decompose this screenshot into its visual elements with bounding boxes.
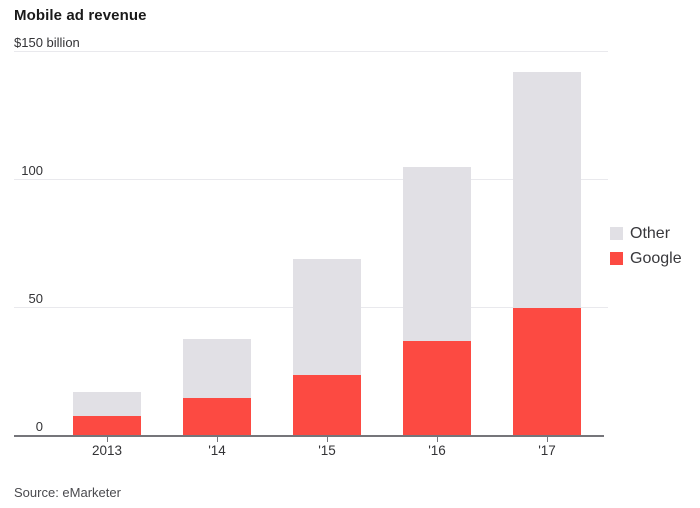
x-tick-label-17: '17 bbox=[538, 443, 556, 458]
x-tick-label-15: '15 bbox=[318, 443, 336, 458]
x-axis-line bbox=[14, 435, 604, 437]
legend: Other Google bbox=[610, 221, 682, 271]
legend-item-other: Other bbox=[610, 221, 682, 246]
x-axis-tick bbox=[217, 437, 218, 442]
bar-segment-google bbox=[73, 416, 141, 436]
bar-2013 bbox=[73, 392, 141, 436]
x-axis-tick bbox=[107, 437, 108, 442]
gridline-100 bbox=[14, 179, 608, 180]
x-tick-label-16: '16 bbox=[428, 443, 446, 458]
legend-swatch-google bbox=[610, 252, 623, 265]
bar-segment-other bbox=[403, 167, 471, 341]
bar-segment-google bbox=[183, 398, 251, 436]
bar-16 bbox=[403, 167, 471, 436]
gridline-150 bbox=[14, 51, 608, 52]
legend-swatch-other bbox=[610, 227, 623, 240]
bar-segment-other bbox=[293, 259, 361, 375]
bar-segment-google bbox=[403, 341, 471, 436]
bar-17 bbox=[513, 72, 581, 436]
bar-14 bbox=[183, 339, 251, 436]
bar-segment-other bbox=[183, 339, 251, 398]
bar-segment-other bbox=[513, 72, 581, 308]
x-tick-label-2013: 2013 bbox=[91, 443, 123, 458]
bar-segment-other bbox=[73, 392, 141, 416]
source-note: Source: eMarketer bbox=[14, 485, 121, 500]
x-tick-label-14: '14 bbox=[208, 443, 226, 458]
legend-item-google: Google bbox=[610, 246, 682, 271]
y-tick-label-0: 0 bbox=[35, 419, 43, 434]
bar-segment-google bbox=[513, 308, 581, 436]
bar-15 bbox=[293, 259, 361, 436]
legend-label-other: Other bbox=[630, 224, 671, 242]
bar-segment-google bbox=[293, 375, 361, 436]
y-tick-label-150: $150 billion bbox=[14, 35, 80, 50]
legend-label-google: Google bbox=[630, 249, 682, 267]
chart-title: Mobile ad revenue bbox=[14, 7, 147, 24]
y-tick-label-100: 100 bbox=[21, 163, 43, 178]
x-axis-tick bbox=[547, 437, 548, 442]
x-axis-tick bbox=[437, 437, 438, 442]
x-axis-tick bbox=[327, 437, 328, 442]
y-tick-label-50: 50 bbox=[28, 291, 43, 306]
